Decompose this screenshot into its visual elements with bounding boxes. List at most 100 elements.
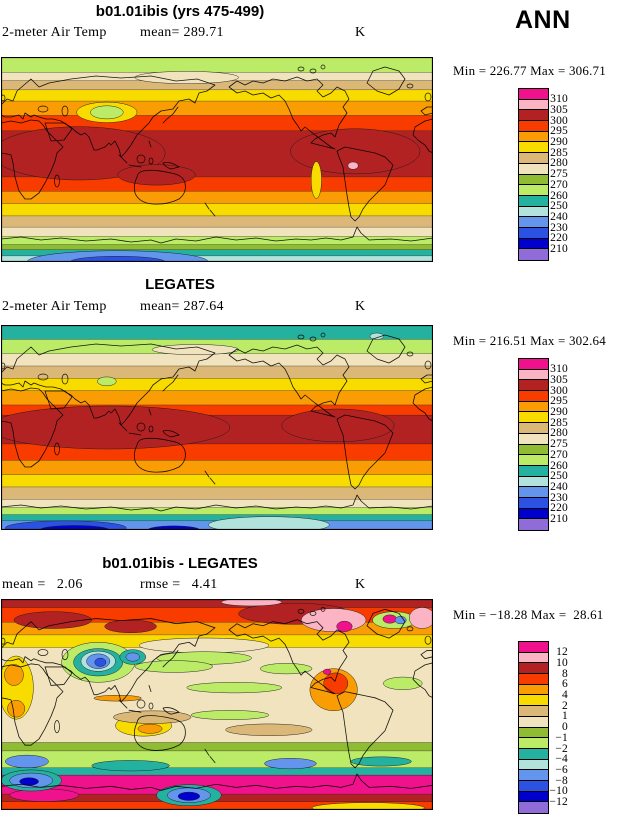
colorbar-tick-label: 290 bbox=[550, 136, 568, 148]
colorbar-tick-label: 1 bbox=[562, 710, 568, 723]
colorbar-tick-label: −10 bbox=[549, 785, 568, 798]
colorbar-cell bbox=[519, 433, 548, 445]
colorbar-tick-label: 305 bbox=[550, 373, 568, 386]
colorbar-tick-label: −4 bbox=[555, 753, 568, 766]
colorbar-cell bbox=[519, 401, 548, 413]
colorbar-cell bbox=[519, 227, 548, 239]
colorbar-cell bbox=[519, 142, 548, 154]
colorbar-cell bbox=[519, 791, 548, 803]
colorbar-cell bbox=[519, 759, 548, 771]
colorbar-tick-label: 275 bbox=[550, 438, 568, 451]
colorbar-cell bbox=[519, 663, 548, 675]
panel2-mean-value: mean= 287.64 bbox=[140, 299, 224, 314]
panel1-units-label: K bbox=[355, 25, 366, 40]
season-label: ANN bbox=[515, 6, 571, 34]
colorbar-cell bbox=[519, 642, 548, 653]
panel2-colorbar-labels: 310 305 300 295 290 285 280 275 270 260 250 240 230 2… bbox=[546, 358, 568, 530]
colorbar-cell bbox=[519, 684, 548, 696]
panel1-map-frame bbox=[1, 57, 433, 262]
panel3-rmse-value: rmse = 4.41 bbox=[140, 577, 218, 592]
colorbar-tick-label: 285 bbox=[550, 416, 568, 429]
colorbar-tick-label: 300 bbox=[550, 114, 568, 127]
panel2-map-frame bbox=[1, 325, 433, 530]
colorbar-cell bbox=[519, 487, 548, 498]
colorbar-tick-label: −8 bbox=[555, 774, 568, 787]
panel3-minmax-stats: Min = −18.28 Max = 28.61 bbox=[453, 607, 604, 622]
model-temperature-map bbox=[1, 57, 433, 262]
colorbar-tick-label: 2 bbox=[562, 699, 568, 712]
colorbar-cell bbox=[519, 195, 548, 207]
panel3-map-frame bbox=[1, 599, 433, 810]
colorbar-tick-label: 310 bbox=[550, 93, 568, 106]
colorbar-tick-label: 8 bbox=[562, 667, 568, 680]
colorbar-tick-label: 250 bbox=[550, 200, 568, 213]
obs-temperature-map bbox=[1, 325, 433, 530]
panel1-variable-label: 2-meter Air Temp bbox=[2, 25, 107, 40]
panel1-colorbar bbox=[518, 88, 549, 261]
colorbar-tick-label: −2 bbox=[555, 742, 568, 755]
colorbar-cell bbox=[519, 497, 548, 509]
colorbar-cell bbox=[519, 706, 548, 717]
colorbar-cell bbox=[519, 174, 548, 186]
colorbar-tick-label: 4 bbox=[562, 689, 568, 701]
colorbar-tick-label: 210 bbox=[550, 243, 568, 255]
colorbar-tick-label: 270 bbox=[550, 448, 568, 461]
colorbar-cell bbox=[519, 110, 548, 122]
colorbar-tick-label: 240 bbox=[550, 210, 568, 223]
colorbar-tick-label: 305 bbox=[550, 103, 568, 116]
difference-map bbox=[1, 599, 433, 810]
colorbar-cell bbox=[519, 780, 548, 792]
colorbar-tick-label: 270 bbox=[550, 178, 568, 191]
panel2-units-label: K bbox=[355, 299, 366, 314]
colorbar-tick-label: 12 bbox=[556, 646, 568, 659]
colorbar-tick-label: 290 bbox=[550, 406, 568, 418]
colorbar-tick-label: 220 bbox=[550, 502, 568, 515]
colorbar-tick-label: 300 bbox=[550, 384, 568, 397]
colorbar-cell bbox=[519, 476, 548, 488]
colorbar-cell bbox=[519, 695, 548, 707]
panel1-minmax-stats: Min = 226.77 Max = 306.71 bbox=[453, 63, 606, 78]
colorbar-tick-label: 230 bbox=[550, 491, 568, 504]
colorbar-cell bbox=[519, 444, 548, 456]
colorbar-cell bbox=[519, 770, 548, 781]
colorbar-cell bbox=[519, 465, 548, 477]
colorbar-tick-label: −12 bbox=[549, 796, 568, 808]
colorbar-cell bbox=[519, 131, 548, 143]
colorbar-cell bbox=[519, 412, 548, 424]
panel3-mean-value: mean = 2.06 bbox=[2, 577, 83, 592]
colorbar-tick-label: −1 bbox=[555, 731, 568, 744]
colorbar-tick-label: 10 bbox=[556, 656, 568, 669]
colorbar-cell bbox=[519, 423, 548, 434]
colorbar-tick-label: 280 bbox=[550, 427, 568, 440]
colorbar-cell bbox=[519, 748, 548, 760]
colorbar-cell bbox=[519, 89, 548, 100]
colorbar-cell bbox=[519, 369, 548, 381]
colorbar-cell bbox=[519, 727, 548, 739]
colorbar-cell bbox=[519, 455, 548, 466]
colorbar-cell bbox=[519, 249, 548, 260]
colorbar-tick-label: 240 bbox=[550, 480, 568, 493]
colorbar-cell bbox=[519, 238, 548, 250]
colorbar-cell bbox=[519, 508, 548, 520]
colorbar-tick-label: 275 bbox=[550, 168, 568, 181]
panel3-colorbar bbox=[518, 641, 549, 814]
panel1-mean-value: mean= 289.71 bbox=[140, 25, 224, 40]
panel1-colorbar-labels: 310 305 300 295 290 285 280 275 270 260 250 240 230 2… bbox=[546, 88, 568, 260]
panel2-variable-label: 2-meter Air Temp bbox=[2, 299, 107, 314]
panel3-colorbar-labels: 12 10 8 6 4 2 1 0 −1 −2 −4 −6 −8 −10 −12 bbox=[546, 641, 568, 813]
colorbar-cell bbox=[519, 206, 548, 218]
panel1-title: b01.01ibis (yrs 475-499) bbox=[95, 3, 265, 20]
colorbar-cell bbox=[519, 716, 548, 728]
colorbar-cell bbox=[519, 217, 548, 228]
panel2-title: LEGATES bbox=[145, 276, 215, 293]
colorbar-cell bbox=[519, 153, 548, 164]
colorbar-tick-label: −6 bbox=[555, 763, 568, 776]
colorbar-tick-label: 310 bbox=[550, 363, 568, 376]
panel3-title: b01.01ibis - LEGATES bbox=[102, 555, 258, 572]
colorbar-cell bbox=[519, 185, 548, 196]
colorbar-cell bbox=[519, 674, 548, 685]
colorbar-tick-label: 285 bbox=[550, 146, 568, 159]
colorbar-tick-label: 6 bbox=[562, 678, 568, 691]
colorbar-tick-label: 280 bbox=[550, 157, 568, 170]
